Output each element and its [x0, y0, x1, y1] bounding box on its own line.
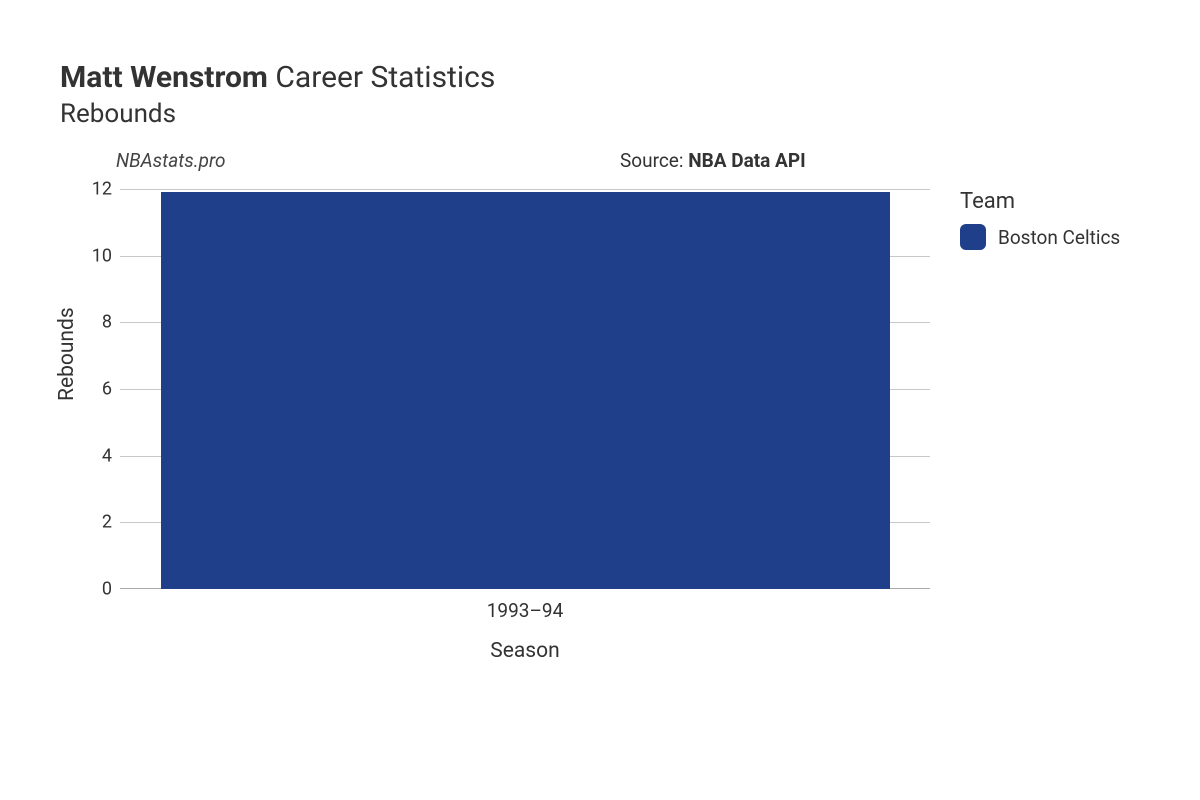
y-tick-label: 4: [102, 445, 112, 466]
legend-swatch: [960, 224, 986, 250]
title-suffix: Career Statistics: [268, 60, 495, 95]
title-player-name: Matt Wenstrom: [60, 60, 268, 95]
y-tick-label: 6: [102, 379, 112, 400]
y-axis: 024681012: [60, 189, 120, 589]
y-tick-label: 2: [102, 512, 112, 533]
source-attribution: Source: NBA Data API: [620, 149, 806, 172]
y-tick-label: 8: [102, 312, 112, 333]
bar: [161, 192, 890, 589]
chart-subtitle: Rebounds: [60, 99, 1160, 129]
x-tick-label: 1993–94: [487, 599, 564, 622]
gridline: [120, 189, 930, 190]
meta-row: NBAstats.pro Source: NBA Data API: [60, 149, 1160, 179]
legend-item: Boston Celtics: [960, 224, 1120, 250]
chart-container: Matt Wenstrom Career Statistics Rebounds…: [60, 60, 1160, 189]
title-block: Matt Wenstrom Career Statistics Rebounds: [60, 60, 1160, 129]
source-name: NBA Data API: [688, 149, 805, 172]
chart-title: Matt Wenstrom Career Statistics: [60, 60, 1160, 95]
legend-title: Team: [960, 189, 1120, 214]
y-tick-label: 10: [92, 245, 112, 266]
source-prefix: Source:: [620, 149, 688, 172]
plot-inner: 1993–94Season: [120, 189, 930, 589]
x-axis-label: Season: [490, 639, 559, 663]
y-tick-label: 0: [102, 579, 112, 600]
watermark-text: NBAstats.pro: [116, 149, 226, 172]
legend: Team Boston Celtics: [960, 189, 1120, 250]
legend-label: Boston Celtics: [998, 226, 1120, 249]
y-tick-label: 12: [92, 179, 112, 200]
